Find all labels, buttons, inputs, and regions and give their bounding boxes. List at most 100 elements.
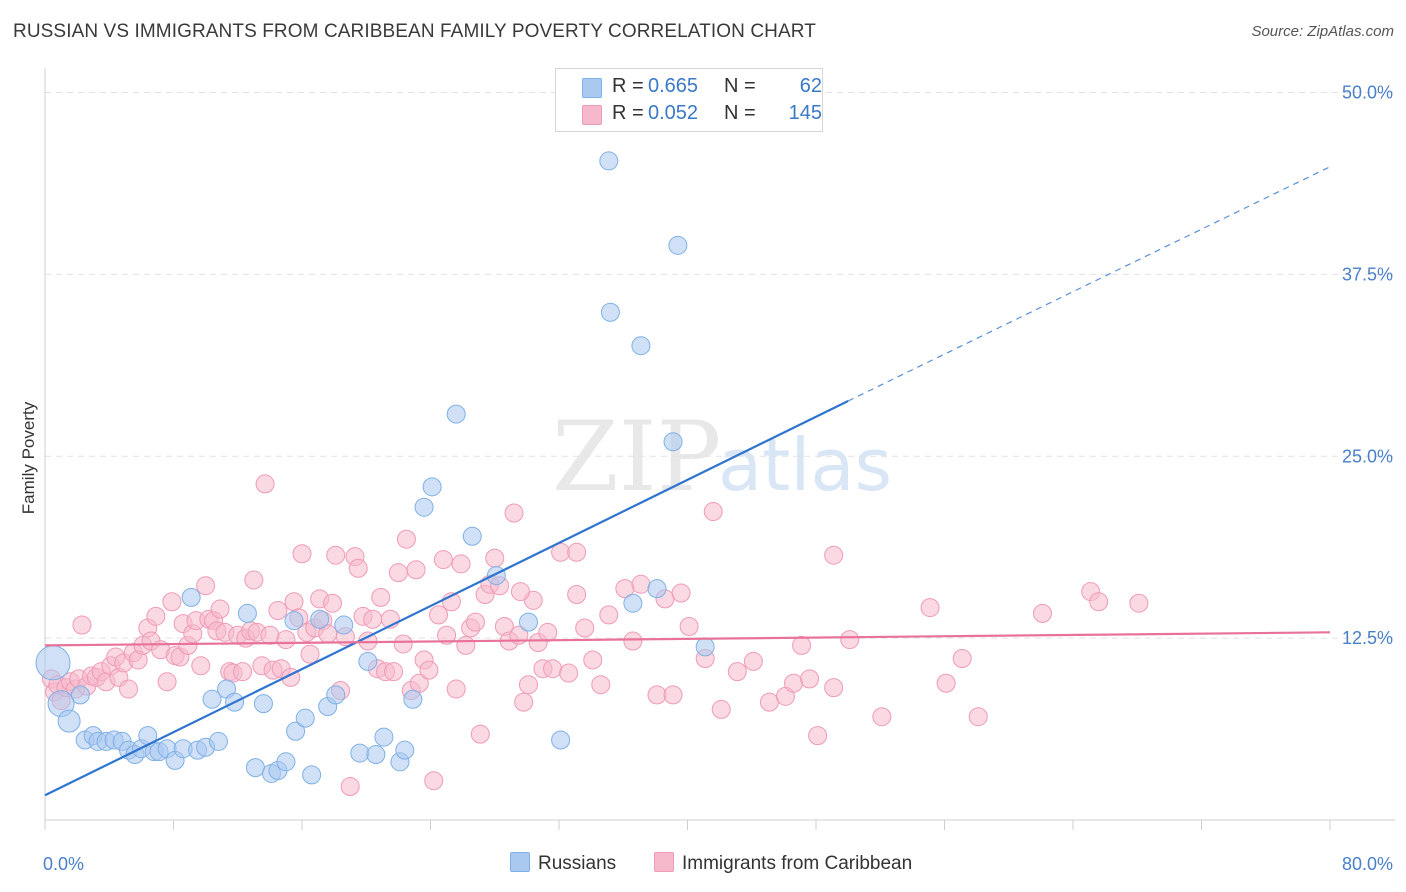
caribbean-point xyxy=(292,544,312,564)
y-tick-label: 50.0% xyxy=(1342,83,1393,103)
caribbean-point xyxy=(727,662,747,682)
russian-point xyxy=(374,727,394,747)
caribbean-point xyxy=(276,630,296,650)
caribbean-point xyxy=(348,558,368,578)
caribbean-trendline xyxy=(44,631,1331,647)
caribbean-point xyxy=(384,662,404,682)
caribbean-point xyxy=(952,649,972,669)
russian-point xyxy=(462,526,482,546)
russian-point xyxy=(35,645,71,681)
russian-point xyxy=(600,302,620,322)
trendlines xyxy=(44,166,1331,797)
caribbean-point xyxy=(968,707,988,727)
russian-point xyxy=(295,708,315,728)
caribbean-point xyxy=(518,675,538,695)
russian-point xyxy=(326,685,346,705)
caribbean-point xyxy=(437,625,457,645)
caribbean-point xyxy=(451,554,471,574)
russian-point xyxy=(366,745,386,765)
caribbean-point xyxy=(260,625,280,645)
russians-trendline xyxy=(44,400,849,797)
russian-point xyxy=(253,694,273,714)
russians-trendline-extension xyxy=(847,166,1331,402)
axes xyxy=(44,68,1395,830)
caribbean-point xyxy=(647,685,667,705)
russian-point xyxy=(695,637,715,657)
russian-point xyxy=(334,615,354,635)
russian-points xyxy=(35,151,715,785)
n-label: N = xyxy=(724,102,756,124)
caribbean-point xyxy=(162,592,182,612)
stats-legend: R = 0.665 N = 62 R = 0.052 N = 145 xyxy=(555,68,823,132)
russian-point xyxy=(647,579,667,599)
caribbean-point xyxy=(759,692,779,712)
caribbean-point xyxy=(210,599,230,619)
caribbean-point xyxy=(323,593,343,613)
russian-point xyxy=(631,336,651,356)
caribbean-point xyxy=(326,545,346,565)
caribbean-point xyxy=(191,656,211,676)
caribbean-point xyxy=(808,726,828,746)
caribbean-point xyxy=(255,474,275,494)
caribbean-point xyxy=(872,707,892,727)
bottom-legend-russians: Russians xyxy=(510,852,616,875)
caribbean-point xyxy=(424,771,444,791)
caribbean-point xyxy=(456,635,476,655)
russians-r-value: 0.665 xyxy=(648,75,699,97)
n-label: N = xyxy=(724,75,756,97)
caribbean-point xyxy=(671,583,691,603)
caribbean-point xyxy=(824,545,844,565)
russian-point xyxy=(350,743,370,763)
bottom-legend-caribbean: Immigrants from Caribbean xyxy=(654,852,912,875)
caribbean-point xyxy=(157,672,177,692)
russian-point xyxy=(310,609,330,629)
y-tick-label: 12.5% xyxy=(1342,628,1393,648)
russian-point xyxy=(358,651,378,671)
russian-point xyxy=(518,612,538,632)
caribbean-point xyxy=(284,592,304,612)
caribbean-point xyxy=(146,606,166,626)
caribbean-point xyxy=(371,587,391,607)
watermark: ZIP atlas xyxy=(552,401,892,513)
caribbean-point xyxy=(119,679,139,699)
watermark-zip: ZIP xyxy=(552,401,721,513)
caribbean-point xyxy=(72,615,92,635)
caribbean-point xyxy=(393,634,413,654)
caribbean-point xyxy=(623,631,643,651)
caribbean-point xyxy=(1032,603,1052,623)
russian-point xyxy=(623,593,643,613)
russian-point xyxy=(202,689,222,709)
russian-point xyxy=(276,752,296,772)
caribbean-swatch xyxy=(582,105,602,125)
caribbean-point xyxy=(1089,592,1109,612)
caribbean-point xyxy=(784,673,804,693)
watermark-atlas: atlas xyxy=(718,423,892,507)
caribbean-point xyxy=(567,584,587,604)
caribbean-point xyxy=(583,650,603,670)
caribbean-point xyxy=(514,692,534,712)
russian-point xyxy=(181,587,201,607)
russian-point xyxy=(599,151,619,171)
y-tick-label: 37.5% xyxy=(1342,264,1393,284)
caribbean-point xyxy=(406,560,426,580)
caribbean-n-value: 145 xyxy=(788,102,822,124)
caribbean-point xyxy=(244,570,264,590)
russian-point xyxy=(57,709,81,733)
caribbean-point xyxy=(510,582,530,602)
caribbean-point xyxy=(470,724,490,744)
caribbean-points xyxy=(41,474,1149,797)
caribbean-point xyxy=(711,699,731,719)
caribbean-point xyxy=(538,622,558,642)
caribbean-point xyxy=(591,675,611,695)
tick-labels: 12.5% 25.0% 37.5% 50.0% 0.0% 80.0% xyxy=(43,83,1393,874)
caribbean-point xyxy=(340,777,360,797)
russian-point xyxy=(414,497,434,517)
chart-title: RUSSIAN VS IMMIGRANTS FROM CARIBBEAN FAM… xyxy=(13,21,816,42)
caribbean-point xyxy=(920,598,940,618)
x-tick-label: 0.0% xyxy=(43,854,84,874)
caribbean-point xyxy=(1129,593,1149,613)
russian-point xyxy=(302,765,322,785)
caribbean-r-value: 0.052 xyxy=(648,102,699,124)
caribbean-point xyxy=(429,605,449,625)
